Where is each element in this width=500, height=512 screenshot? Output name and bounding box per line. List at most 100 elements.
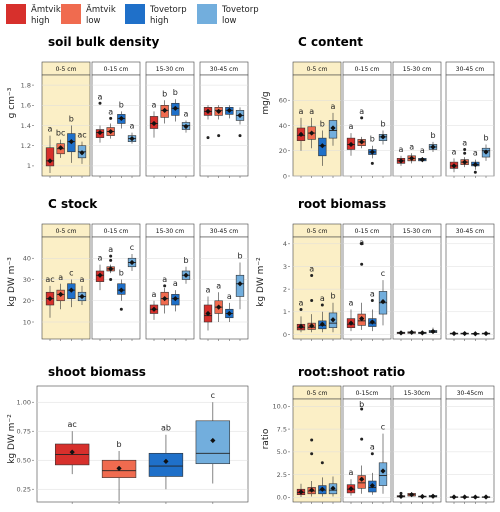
mean-marker [472, 162, 478, 168]
legend-label: Tovetorp [149, 5, 187, 15]
box-group: a [471, 149, 480, 178]
facet-label: 15-30 cm [156, 66, 185, 73]
mean-marker [210, 437, 216, 444]
mean-marker [462, 330, 468, 337]
panel-background [392, 236, 442, 340]
outlier-point [320, 303, 324, 307]
significance-letter: c [211, 391, 215, 400]
facet-panel: 30-45 cm [445, 223, 495, 341]
y-tick-label: 0 [283, 331, 287, 339]
significance-letter: b [380, 120, 385, 129]
facet-label: 0-15 cm [104, 66, 129, 73]
box-group [296, 483, 306, 504]
facet-label: 0-5 cm [56, 228, 77, 235]
outlier-point [370, 452, 374, 456]
box-group: a [396, 145, 406, 178]
mean-marker [462, 494, 468, 500]
significance-letter: a [152, 100, 157, 109]
mean-marker [483, 149, 489, 155]
legend-label-line2: low [86, 16, 101, 26]
y-tick-label: 10 [23, 318, 31, 326]
significance-letter: b [483, 133, 488, 142]
significance-letter: a [173, 279, 178, 288]
mean-marker [47, 296, 53, 302]
significance-letter: ac [68, 420, 77, 429]
box [45, 147, 55, 167]
outlier-point [310, 274, 314, 278]
box-group: a [328, 102, 338, 178]
legend-label: Tovetorp [221, 5, 259, 15]
mean-marker [409, 329, 415, 336]
significance-letter: a [399, 145, 404, 154]
mean-marker [419, 330, 425, 336]
facet-label: 15-30 cm [403, 66, 432, 73]
significance-letter: b [237, 252, 242, 261]
mean-marker [483, 494, 489, 500]
legend-label-line2: high [150, 16, 169, 26]
mean-marker [430, 144, 436, 150]
outlier-point [163, 284, 167, 288]
chart-title: C stock [48, 197, 98, 211]
box-group [418, 330, 427, 341]
mean-marker [108, 128, 114, 135]
box-group: ab [148, 424, 184, 504]
legend-swatch [6, 4, 26, 24]
outlier-point [360, 262, 364, 266]
box-group: b [101, 440, 137, 504]
box-group [418, 493, 427, 504]
box-group [460, 494, 469, 504]
mean-marker [47, 158, 53, 164]
mean-marker [151, 120, 157, 127]
panel-background [445, 398, 495, 503]
facet-panel: 0-15 cm aa b c [91, 223, 141, 341]
significance-letter: b [370, 135, 375, 144]
box-group: b [368, 135, 377, 178]
y-tick-label: 20 [23, 297, 31, 305]
box-group: a [460, 138, 469, 178]
outlier-point [370, 161, 374, 165]
y-tick-label: 0.50 [17, 457, 31, 465]
box-group [214, 105, 223, 178]
box-group: a [418, 146, 427, 178]
box-group: c [378, 269, 388, 341]
box-group: a [95, 92, 105, 178]
box-group [328, 476, 338, 504]
mean-marker [183, 272, 189, 278]
box-group: b [235, 252, 245, 341]
significance-letter: b [119, 269, 124, 278]
significance-letter: a [184, 109, 189, 118]
outlier-point [299, 308, 303, 312]
mean-marker [226, 107, 232, 113]
mean-marker [419, 156, 425, 163]
y-tick-label: 10.0 [273, 403, 287, 411]
box-group: a [368, 289, 377, 341]
mean-marker [472, 331, 478, 337]
mean-marker [430, 328, 436, 335]
box-group: a [307, 265, 316, 341]
panel-background [41, 236, 91, 340]
mean-marker [298, 489, 304, 495]
facet-label: 0-5 cm [307, 390, 328, 397]
y-tick-label: 1.2 [21, 142, 31, 150]
mean-marker [451, 163, 457, 169]
mean-marker [183, 123, 189, 130]
significance-letter: a [108, 107, 113, 116]
outlier-point [109, 258, 113, 262]
box-group: c [195, 391, 231, 504]
mean-marker [226, 310, 232, 317]
y-tick-label: 0.75 [17, 428, 31, 436]
box-group: a [225, 292, 234, 341]
significance-letter: a [299, 107, 304, 116]
significance-letter: a [370, 289, 375, 298]
box [148, 452, 184, 477]
chart-6: root:shoot ratio ratio 0.0 2.5 5.0 7.5 10.0 0-5… [261, 365, 495, 504]
mean-marker [69, 449, 75, 455]
panel-background [145, 236, 195, 340]
mean-marker [330, 485, 336, 491]
box-group [460, 330, 469, 341]
box-group [449, 494, 459, 504]
mean-marker [398, 493, 404, 499]
